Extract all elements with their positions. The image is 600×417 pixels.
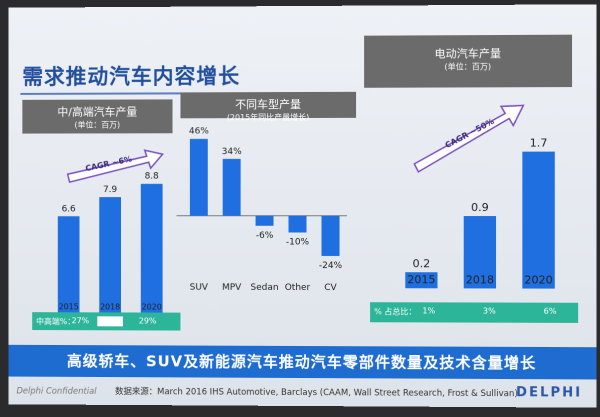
- source-line: Delphi Confidential 数据来源：March 2016 IHS …: [16, 385, 517, 400]
- chart-0-bar-0: [58, 216, 80, 313]
- chart-0-value-label-2: 8.8: [145, 172, 159, 182]
- chart-2-bar-2: [522, 152, 554, 289]
- chart-2-category-2: 2020: [524, 273, 552, 286]
- presentation-slide: 需求推动汽车内容增长 中/高端汽车产量 (单位：百万) 不同车型产量 (2015…: [9, 4, 597, 407]
- chart-1-value-label-4: -24%: [319, 261, 343, 271]
- chart-1-category-0: SUV: [190, 283, 209, 293]
- chart-1-bar-0: [190, 139, 208, 216]
- chart-0-category-1: 2018: [100, 302, 120, 311]
- chart-2-category-1: 2018: [466, 273, 494, 286]
- chart-1-bar-2: [256, 216, 274, 226]
- charts-canvas: 6.620157.920188.82020CAGR ~6%46%SUV34%MP…: [9, 4, 597, 347]
- chart-1-category-1: MPV: [222, 283, 242, 293]
- chart-0-bar-1: [99, 197, 121, 313]
- right-share-value-2020: 6%: [544, 307, 557, 316]
- left-share-label: 中高端%：: [36, 316, 75, 327]
- right-share-value-2015: 1%: [422, 306, 435, 315]
- chart-2-cagr-label: CAGR ~50%: [444, 117, 496, 150]
- chart-0-bar-2: [141, 184, 163, 314]
- chart-0-value-label-1: 7.9: [103, 185, 117, 195]
- confidential-label: Delphi Confidential: [16, 386, 96, 396]
- chart-2-value-label-0: 0.2: [413, 257, 431, 270]
- chart-1-category-4: CV: [324, 283, 337, 293]
- chart-2-value-label-2: 1.7: [530, 136, 548, 149]
- source-text: 数据来源：March 2016 IHS Automotive, Barclays…: [115, 387, 518, 399]
- chart-1-value-label-3: -10%: [286, 237, 310, 247]
- left-share-value-2015: 27%: [72, 316, 90, 325]
- share-arrow-icon: [97, 316, 123, 326]
- chart-0-value-label-0: 6.6: [62, 204, 76, 214]
- chart-1-category-2: Sedan: [251, 283, 279, 293]
- chart-2-category-0: 2015: [407, 273, 435, 286]
- footer-banner: 高级轿车、SUV及新能源汽车推动汽车零部件数量及技术含量增长: [9, 345, 597, 380]
- chart-2-value-label-1: 0.9: [471, 201, 489, 214]
- right-share-label: % 占总比：: [374, 306, 416, 317]
- chart-1-value-label-2: -6%: [256, 231, 274, 241]
- chart-1-value-label-1: 34%: [222, 147, 242, 157]
- chart-1-bar-1: [223, 159, 241, 216]
- chart-1-bar-3: [289, 216, 307, 233]
- left-share-bar: 中高端%： 27% 29%: [32, 312, 180, 330]
- delphi-logo: DELPHI: [516, 385, 582, 400]
- chart-1-bar-4: [322, 216, 340, 256]
- chart-0-category-0: 2015: [59, 302, 79, 311]
- chart-1-category-3: Other: [285, 283, 311, 293]
- right-share-bar: % 占总比： 1% 3% 6%: [370, 302, 578, 323]
- left-share-value-2020: 29%: [139, 316, 157, 325]
- right-share-value-2018: 3%: [483, 307, 496, 316]
- chart-1-value-label-0: 46%: [189, 127, 209, 137]
- chart-0-category-2: 2020: [142, 303, 162, 312]
